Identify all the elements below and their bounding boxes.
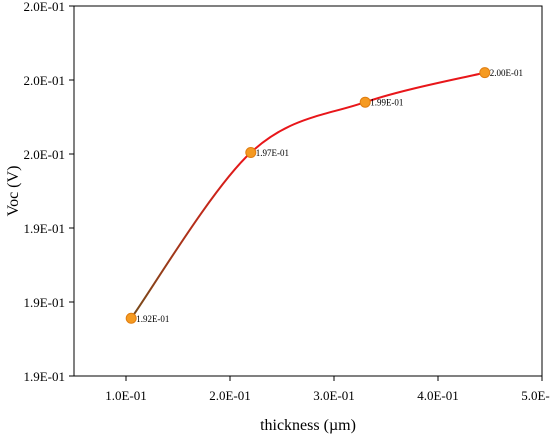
y-tick-label: 2.0E-01 (23, 73, 65, 88)
x-tick-label: 5.0E-01 (521, 388, 550, 403)
x-tick-label: 4.0E-01 (417, 388, 459, 403)
data-point (359, 96, 371, 108)
y-tick-label: 1.9E-01 (23, 295, 65, 310)
data-point (125, 312, 137, 324)
x-axis-title: thickness (µm) (260, 417, 356, 434)
data-labels: 1.92E-01 1.97E-01 1.99E-01 2.00E-01 (136, 68, 523, 324)
data-label: 1.92E-01 (136, 314, 169, 324)
y-tick-label: 2.0E-01 (23, 0, 65, 14)
y-axis-ticks: 1.9E-01 1.9E-01 1.9E-01 2.0E-01 2.0E-01 2.0E-… (23, 0, 74, 384)
y-axis-title: Voc (V) (5, 166, 22, 217)
x-tick-label: 1.0E-01 (105, 388, 147, 403)
series-markers (125, 67, 491, 324)
data-label: 1.99E-01 (370, 98, 403, 108)
x-tick-label: 3.0E-01 (313, 388, 355, 403)
x-tick-label: 2.0E-01 (209, 388, 251, 403)
data-point (479, 67, 491, 79)
y-tick-label: 1.9E-01 (23, 369, 65, 384)
y-tick-label: 1.9E-01 (23, 221, 65, 236)
data-label: 2.00E-01 (490, 68, 523, 78)
series-line (130, 71, 486, 319)
data-label: 1.97E-01 (256, 148, 289, 158)
y-tick-label: 2.0E-01 (23, 147, 65, 162)
plot-frame (73, 5, 543, 377)
x-axis-ticks: 1.0E-01 2.0E-01 3.0E-01 4.0E-01 5.0E-01 (105, 376, 550, 403)
data-point (245, 147, 257, 159)
